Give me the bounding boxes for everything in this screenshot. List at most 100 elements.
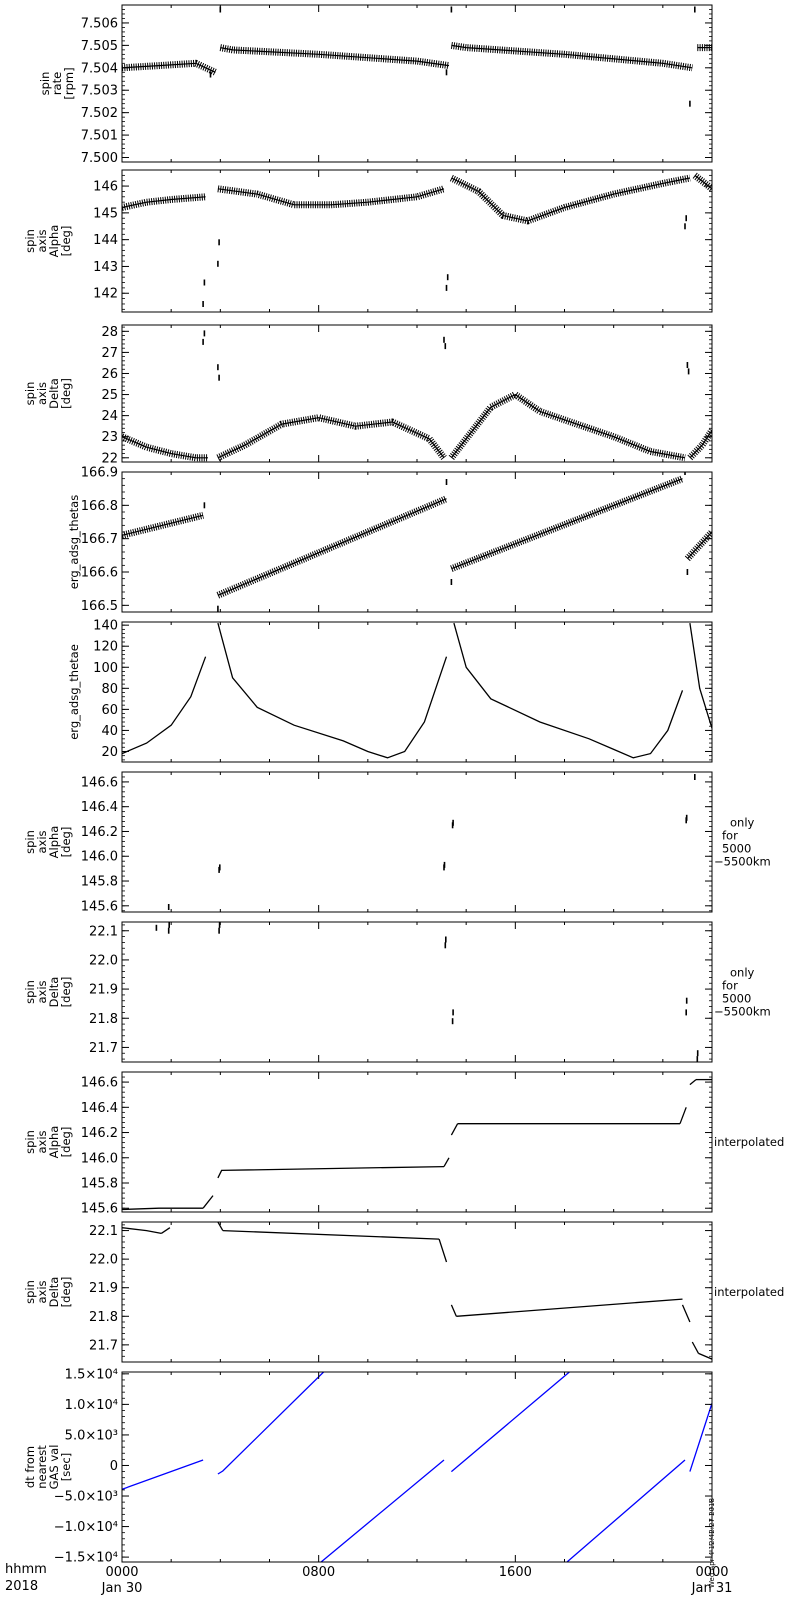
- series-6: [679, 1107, 687, 1124]
- panel-dt-from-nearest-gas-val: 1.5×10⁴ 1.0×10⁴ 5.0×10³ 0 −5.0×10³ −1.0×10⁴ −1…: [23, 1367, 713, 1566]
- x-tick-date-label: Jan 30: [101, 1581, 143, 1596]
- y-axis-label-line: axis: [35, 980, 49, 1003]
- data-point-5: [445, 69, 448, 76]
- y-axis-label-line: axis: [35, 1130, 49, 1153]
- series-1: [217, 417, 445, 459]
- y-tick-label: 5.0×10³: [65, 1428, 118, 1443]
- series-5: [689, 1403, 712, 1472]
- series-3: [689, 623, 712, 729]
- y-tick-label: 145.8: [81, 1176, 118, 1191]
- y-axis-label-line: spin: [38, 72, 52, 96]
- y-axis-label-line: spin: [23, 830, 37, 854]
- y-tick-label: 146: [93, 180, 118, 195]
- y-tick-label: 146.2: [81, 1126, 118, 1141]
- y-tick-label: 144: [93, 233, 118, 248]
- panel-frame: [121, 621, 713, 763]
- y-axis-label-line: Alpha: [47, 1126, 61, 1159]
- y-tick-label: 0: [110, 1459, 118, 1474]
- data-point-0: [202, 338, 204, 345]
- series-9: [698, 1352, 712, 1360]
- x-tick-label: 0800: [302, 1565, 335, 1580]
- y-tick-label: 140: [93, 619, 118, 634]
- y-tick-label: 21.8: [89, 1012, 118, 1027]
- data-point-2: [217, 260, 219, 267]
- data-point-5: [444, 343, 447, 350]
- y-axis-label-line: axis: [35, 382, 49, 405]
- y-tick-label: 145.8: [81, 875, 118, 890]
- panel-data: [122, 1372, 712, 1562]
- data-point-3: [218, 927, 220, 934]
- series-3: [222, 1229, 440, 1240]
- data-point-2: [168, 922, 170, 928]
- data-point-0: [202, 301, 204, 307]
- y-tick-label: 28: [101, 325, 118, 340]
- data-point-1: [203, 330, 206, 337]
- y-tick-label: −1.5×10⁴: [54, 1551, 118, 1566]
- series-1: [217, 188, 445, 206]
- series-7: [689, 1079, 697, 1086]
- series-3: [450, 1372, 570, 1473]
- y-tick-label: 22.0: [89, 1253, 118, 1268]
- x-axis-label-year: 2018: [5, 1579, 38, 1594]
- data-point-6: [445, 936, 447, 943]
- y-tick-label: 120: [93, 640, 118, 655]
- y-tick-label: 166.9: [81, 466, 118, 481]
- panel-frame: [121, 4, 713, 163]
- series-2: [450, 393, 686, 459]
- panel-note-line: −5500km: [714, 1005, 771, 1019]
- series-4: [438, 1238, 448, 1263]
- series-1: [160, 1227, 171, 1234]
- data-point-8: [685, 814, 688, 821]
- y-axis-label-line: [sec]: [59, 1453, 73, 1481]
- y-axis-label: erg_adsg_thetae: [67, 644, 81, 740]
- series-3: [686, 531, 712, 560]
- x-axis-label-hhmm: hhmm: [5, 1562, 47, 1577]
- y-tick-label: 1.5×10⁴: [65, 1367, 118, 1382]
- data-point-4: [443, 861, 446, 868]
- y-axis-label-line: [deg]: [59, 827, 73, 858]
- data-point-0: [155, 924, 158, 931]
- series-1-band: [219, 44, 450, 70]
- y-tick-label: 60: [101, 703, 118, 718]
- data-point-3: [689, 100, 691, 107]
- series-0: [122, 436, 208, 459]
- panel-data: [122, 6, 712, 107]
- y-tick-label: 21.9: [89, 1281, 118, 1296]
- series-0: [122, 514, 204, 536]
- data-point-9: [685, 1009, 687, 1016]
- y-tick-label: 27: [101, 346, 118, 361]
- panel-frame: [121, 471, 713, 613]
- series-2-band: [448, 391, 686, 462]
- panel-spin-axis-alpha-interpolated: 145.6 145.8 146.0 146.2 146.4 146.6 spinaxisAl…: [23, 1071, 784, 1217]
- series-1: [217, 1372, 325, 1475]
- series-2: [451, 478, 683, 570]
- panel-data: [167, 774, 696, 910]
- series-5: [450, 1304, 457, 1317]
- series-1: [217, 498, 447, 596]
- y-axis-label-line: [deg]: [59, 1127, 73, 1158]
- series-8: [691, 1341, 700, 1354]
- data-point-3: [450, 579, 453, 585]
- y-tick-label: 7.505: [81, 39, 118, 54]
- data-point-4: [443, 336, 445, 343]
- data-point-7: [685, 215, 687, 222]
- data-point-2: [217, 364, 219, 371]
- y-tick-label: 146.0: [81, 850, 118, 865]
- y-axis-label-line: spin: [23, 1130, 37, 1154]
- y-tick-label: 166.6: [81, 566, 118, 581]
- panel-data: [155, 922, 699, 1062]
- y-tick-label: 23: [101, 430, 118, 445]
- series-0: [122, 62, 216, 73]
- panel-spin-axis-alpha-5000: 145.6 145.8 146.0 146.2 146.4 146.6 spinaxisAl…: [23, 771, 771, 914]
- panel-note-line: 5000: [722, 992, 751, 1006]
- y-axis-label-line: Alpha: [47, 826, 61, 859]
- y-tick-label: 21.9: [89, 983, 118, 998]
- data-point-4: [684, 472, 686, 475]
